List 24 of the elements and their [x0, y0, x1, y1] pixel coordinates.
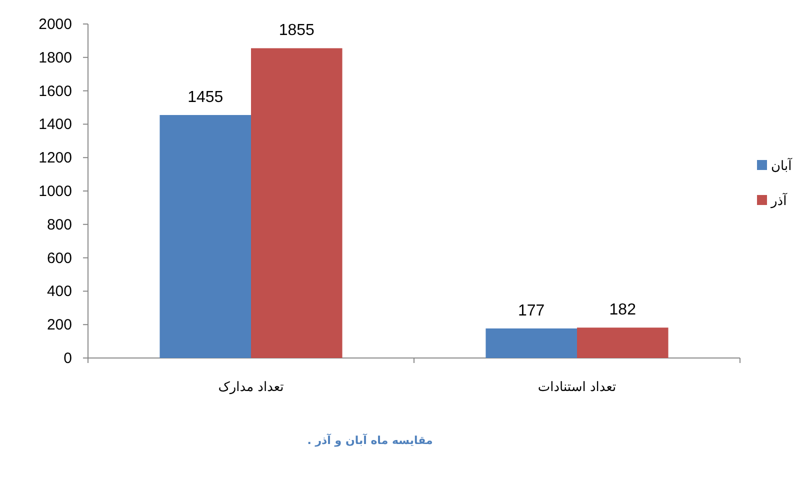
text: مقایسه ماه آبان و آذر . — [307, 433, 433, 447]
data-label: 182 — [609, 302, 636, 319]
legend-label: آبان — [771, 157, 794, 174]
data-label: 1855 — [278, 22, 315, 40]
y-tick-label: 600 — [46, 250, 72, 267]
bar — [251, 48, 342, 358]
data-label: 1455 — [188, 89, 224, 106]
legend-label: آذر — [770, 192, 788, 209]
y-tick-label: 1200 — [38, 150, 72, 167]
y-tick-label: 800 — [46, 216, 72, 234]
y-tick-label: 200 — [46, 316, 72, 334]
y-tick-label: 1000 — [38, 183, 72, 200]
bar — [160, 115, 251, 358]
data-label: 177 — [518, 302, 545, 320]
bar — [486, 328, 577, 358]
y-tick-label: 400 — [46, 283, 72, 300]
y-tick-label: 0 — [64, 350, 72, 367]
x-tick-label: تعداد مدارک — [218, 380, 284, 395]
y-tick-label: 1600 — [38, 82, 72, 100]
y-tick-label: 2000 — [38, 16, 72, 33]
y-tick-label: 1400 — [38, 116, 72, 134]
x-tick-label: تعداد استنادات — [538, 380, 616, 395]
y-tick-label: 1800 — [38, 49, 72, 66]
bar — [577, 328, 668, 358]
